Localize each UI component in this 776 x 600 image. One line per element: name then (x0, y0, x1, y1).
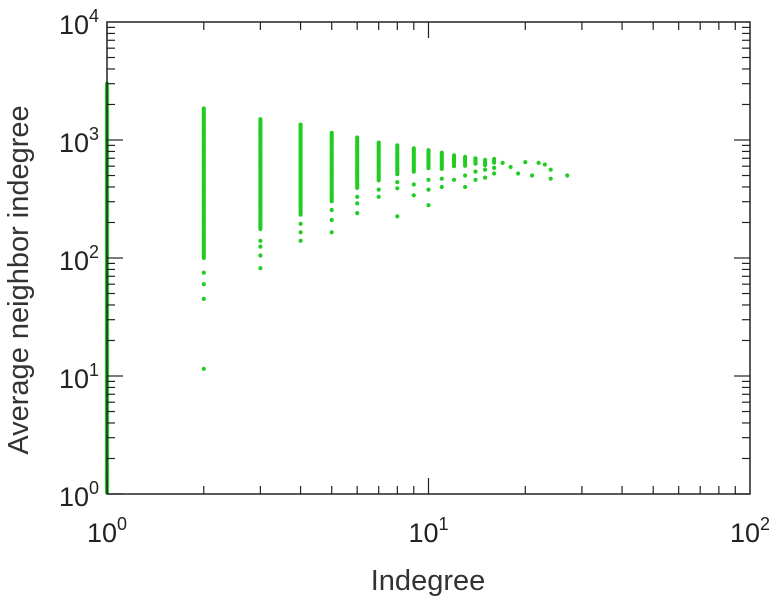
data-point (355, 201, 360, 206)
y-tick-label: 104 (59, 6, 99, 40)
data-point (298, 221, 303, 226)
data-point (483, 175, 488, 180)
data-point (298, 230, 303, 235)
data-point (439, 166, 444, 171)
data-point (258, 238, 263, 243)
data-point (426, 203, 431, 208)
data-point (329, 217, 334, 223)
data-point (492, 160, 497, 165)
data-point (473, 177, 478, 182)
data-point (329, 230, 334, 235)
data-point (355, 211, 360, 216)
data-point (439, 176, 444, 181)
data-point (411, 169, 416, 174)
data-point (376, 194, 381, 199)
data-point (329, 199, 334, 204)
y-tick-label: 103 (59, 124, 99, 158)
data-point (329, 207, 334, 213)
data-point (395, 180, 400, 185)
data-point (463, 173, 468, 178)
plot-frame (106, 21, 751, 495)
data-point (426, 177, 431, 182)
axis-ticks (106, 22, 750, 495)
data-point (395, 186, 400, 191)
data-point (426, 166, 431, 171)
y-tick-label: 100 (59, 478, 99, 512)
data-point (376, 178, 381, 183)
data-point (473, 161, 478, 166)
y-tick-label: 102 (59, 242, 99, 276)
data-point (355, 185, 360, 190)
data-point (483, 163, 488, 168)
data-point (395, 172, 400, 177)
data-point (463, 184, 468, 190)
data-point (492, 165, 497, 170)
data-point (201, 296, 206, 301)
data-point (298, 212, 303, 217)
data-point (523, 160, 528, 165)
data-point (298, 238, 303, 243)
data-point (395, 214, 400, 219)
data-point (201, 255, 206, 260)
y-tick-label: 101 (59, 360, 99, 394)
data-point (426, 187, 431, 192)
data-point (473, 169, 478, 174)
tick-labels: 100 101 102 100 101 102 103 104 (59, 6, 770, 548)
data-point (463, 163, 468, 168)
data-point (376, 187, 381, 192)
data-point (355, 194, 360, 199)
data-point (258, 253, 263, 258)
data-point (451, 177, 457, 182)
data-point (516, 171, 521, 176)
data-point (508, 164, 513, 170)
data-point (201, 282, 206, 287)
data-point (492, 171, 497, 176)
data-point (542, 162, 547, 167)
data-point (411, 182, 416, 187)
data-point (201, 270, 206, 275)
y-axis-label: Average neighbor indegree (3, 105, 35, 454)
x-axis-label: Indegree (371, 565, 486, 597)
data-point (530, 173, 535, 178)
data-point (258, 266, 263, 271)
data-point (565, 173, 570, 178)
data-point (548, 176, 553, 181)
data-point (201, 366, 206, 371)
data-point (536, 160, 541, 165)
data-point (258, 226, 263, 232)
x-tick-label: 101 (408, 514, 448, 548)
x-tick-label: 100 (87, 514, 127, 548)
x-tick-label: 102 (730, 514, 770, 548)
data-point (548, 167, 553, 172)
data-point (258, 244, 263, 249)
data-point (500, 160, 505, 165)
data-point (483, 167, 488, 172)
data-point (411, 193, 416, 198)
data-points (104, 81, 570, 495)
data-point (451, 164, 457, 169)
data-point (439, 184, 444, 190)
